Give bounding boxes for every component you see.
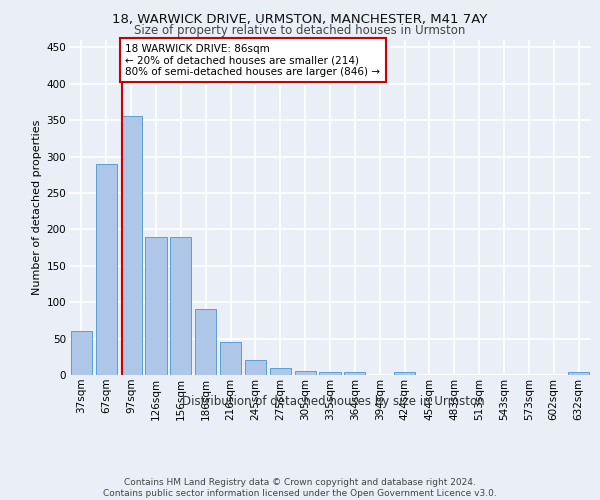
Text: 18, WARWICK DRIVE, URMSTON, MANCHESTER, M41 7AY: 18, WARWICK DRIVE, URMSTON, MANCHESTER, … <box>112 12 488 26</box>
Text: Distribution of detached houses by size in Urmston: Distribution of detached houses by size … <box>182 395 484 408</box>
Bar <box>270 368 291 375</box>
Bar <box>245 360 266 375</box>
Text: Size of property relative to detached houses in Urmston: Size of property relative to detached ho… <box>134 24 466 37</box>
Text: Contains HM Land Registry data © Crown copyright and database right 2024.
Contai: Contains HM Land Registry data © Crown c… <box>103 478 497 498</box>
Bar <box>319 372 341 375</box>
Bar <box>170 236 191 375</box>
Bar <box>220 342 241 375</box>
Y-axis label: Number of detached properties: Number of detached properties <box>32 120 43 295</box>
Bar <box>394 372 415 375</box>
Bar <box>568 372 589 375</box>
Bar <box>344 372 365 375</box>
Bar <box>96 164 117 375</box>
Text: 18 WARWICK DRIVE: 86sqm
← 20% of detached houses are smaller (214)
80% of semi-d: 18 WARWICK DRIVE: 86sqm ← 20% of detache… <box>125 44 380 77</box>
Bar <box>145 236 167 375</box>
Bar <box>71 332 92 375</box>
Bar <box>195 310 216 375</box>
Bar <box>121 116 142 375</box>
Bar <box>295 372 316 375</box>
